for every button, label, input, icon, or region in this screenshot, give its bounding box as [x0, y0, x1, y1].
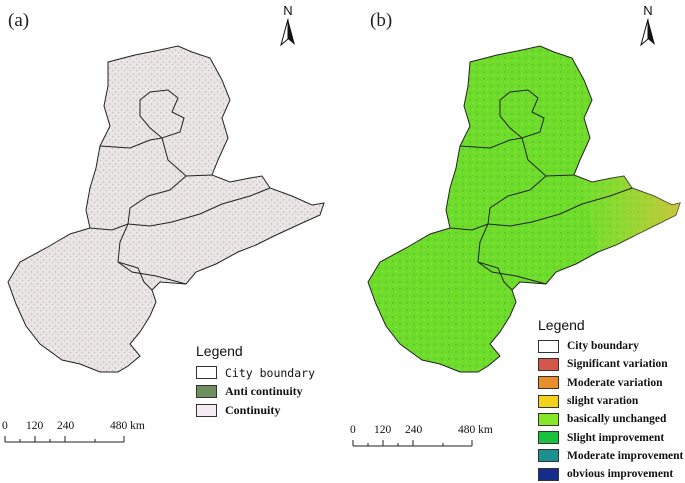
- region-outline: [7, 45, 325, 373]
- legend-title: Legend: [538, 317, 585, 333]
- legend-label: Moderate variation: [567, 376, 663, 389]
- legend-label: obvious improvement: [567, 468, 674, 481]
- north-arrow-icon: [280, 18, 295, 47]
- legend-title: Legend: [196, 343, 243, 359]
- legend-swatch: [196, 404, 217, 417]
- legend-swatch: [196, 385, 217, 398]
- scale-bar: 0 120 240 480 km: [350, 424, 510, 451]
- city-boundaries: [89, 89, 271, 291]
- legend-item-anti-continuity: Anti continuity: [196, 382, 315, 401]
- legend-swatch: [196, 366, 217, 379]
- legend-item-obvious-improvement: obvious improvement: [538, 465, 683, 483]
- legend-label: slight varation: [567, 395, 639, 408]
- scale-tick-label: 240: [405, 424, 423, 436]
- panel-label: (b): [370, 10, 393, 31]
- north-arrow: N: [276, 4, 300, 52]
- legend-swatch: [538, 357, 559, 371]
- legend-item-moderate-variation: Moderate variation: [538, 374, 683, 392]
- legend-item-basically-unchanged: basically unchanged: [538, 410, 683, 428]
- legend-label: basically unchanged: [567, 413, 667, 426]
- panel-a: (a) N Legend City: [0, 0, 342, 467]
- scale-bar-graphic: [352, 440, 473, 447]
- legend-label: Slight improvement: [567, 431, 665, 444]
- north-arrow-icon: [640, 18, 655, 47]
- scale-tick-label: 240: [57, 420, 75, 432]
- scale-tick-label: 480 km: [458, 424, 493, 436]
- legend-item-slight-variation: slight varation: [538, 392, 683, 410]
- legend-label: Significant variation: [567, 358, 668, 371]
- legend-label: Moderate improvement: [567, 449, 684, 462]
- scale-tick-label: 120: [374, 424, 392, 436]
- panel-b: (b) N: [342, 0, 684, 481]
- legend-item-significant-variation: Significant variation: [538, 355, 683, 373]
- legend-label: Anti continuity: [225, 384, 303, 398]
- legend-swatch: [538, 376, 559, 390]
- scale-bar: 0 120 240 480 km: [2, 420, 162, 447]
- scale-tick-label: 0: [2, 420, 8, 432]
- legend-item-continuity: Continuity: [196, 401, 315, 420]
- legend: Legend City boundary Anti continuity Con…: [196, 343, 315, 420]
- legend-item-moderate-improvement: Moderate improvement: [538, 447, 683, 465]
- legend-swatch: [538, 467, 559, 481]
- north-arrow: N: [636, 4, 660, 52]
- north-label: N: [643, 3, 653, 18]
- coastal-variation-zone: [574, 175, 680, 252]
- legend-swatch: [538, 394, 559, 408]
- legend-item-city-boundary: City boundary: [196, 363, 315, 382]
- north-label: N: [283, 3, 293, 18]
- region-map: [367, 45, 681, 373]
- legend-item-slight-improvement: Slight improvement: [538, 428, 683, 446]
- legend-label: Continuity: [225, 403, 281, 417]
- legend-swatch: [538, 431, 559, 445]
- region-map: [7, 45, 325, 373]
- legend-swatch: [538, 412, 559, 426]
- legend-item-city-boundary: City boundary: [538, 337, 683, 355]
- legend-label: City boundary: [225, 365, 316, 380]
- legend-swatch: [538, 449, 559, 463]
- legend-label: City boundary: [567, 340, 639, 353]
- scale-tick-label: 0: [350, 424, 356, 436]
- scale-tick-label: 480 km: [110, 420, 145, 432]
- legend: Legend City boundary Significant variati…: [538, 317, 683, 483]
- scale-tick-label: 120: [26, 420, 44, 432]
- region-outline: [367, 45, 681, 373]
- panel-label: (a): [8, 10, 30, 31]
- legend-swatch: [538, 339, 559, 353]
- scale-bar-graphic: [4, 436, 125, 443]
- city-boundaries: [449, 89, 633, 291]
